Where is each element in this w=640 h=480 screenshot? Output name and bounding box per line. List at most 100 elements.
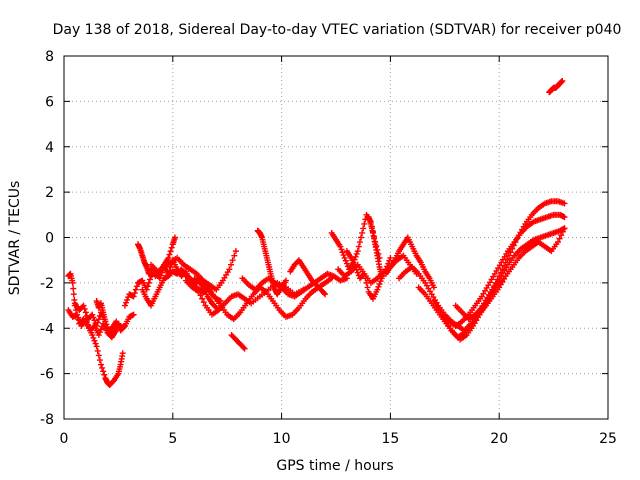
- data-point: [167, 248, 174, 255]
- data-point: [559, 77, 566, 84]
- data-point: [363, 279, 370, 286]
- data-point: [81, 305, 88, 312]
- y-axis-label: SDTVAR / TECUs: [7, 181, 23, 296]
- data-point: [97, 326, 104, 333]
- data-point: [430, 284, 437, 291]
- data-point: [387, 254, 394, 261]
- data-point: [94, 347, 101, 354]
- data-point: [228, 261, 235, 268]
- data-point: [361, 270, 368, 277]
- data-point: [376, 281, 383, 288]
- y-tick-label: -8: [40, 412, 54, 428]
- y-tick-label: 2: [45, 185, 54, 201]
- data-point: [226, 266, 233, 273]
- data-point: [171, 234, 178, 241]
- y-tick-label: 6: [45, 94, 54, 110]
- x-tick-label: 20: [490, 431, 508, 447]
- data-point: [197, 292, 204, 299]
- data-point: [321, 290, 328, 297]
- data-point: [91, 337, 98, 344]
- data-point: [353, 250, 360, 257]
- data-point: [343, 260, 350, 267]
- data-point: [338, 246, 345, 253]
- data-point: [559, 228, 566, 235]
- data-point: [360, 225, 367, 232]
- series-pass-11: [228, 332, 248, 352]
- chart-title: Day 138 of 2018, Sidereal Day-to-day VTE…: [53, 22, 622, 38]
- data-point: [130, 311, 137, 318]
- data-point: [94, 319, 101, 326]
- y-tick-label: 8: [45, 49, 54, 65]
- data-point: [282, 277, 289, 284]
- data-point: [93, 322, 100, 329]
- data-point: [90, 314, 97, 321]
- x-axis-label: GPS time / hours: [276, 458, 393, 474]
- data-point: [340, 252, 347, 259]
- series-pass-9: [182, 277, 307, 318]
- data-point: [97, 361, 104, 368]
- data-point: [89, 311, 96, 318]
- data-point: [358, 234, 365, 241]
- data-point: [507, 249, 514, 256]
- data-point: [195, 288, 202, 295]
- data-point: [76, 317, 83, 324]
- data-point: [95, 316, 102, 323]
- series-pass-25: [470, 225, 568, 323]
- series-pass-19: [383, 234, 437, 291]
- data-point: [96, 329, 103, 336]
- data-point: [69, 279, 76, 286]
- data-point: [89, 332, 96, 339]
- data-point: [124, 296, 131, 303]
- series-pass-26: [546, 77, 566, 96]
- y-tick-label: -2: [40, 276, 54, 292]
- data-point: [352, 263, 359, 270]
- y-tick-label: -4: [40, 321, 54, 337]
- data-point: [231, 252, 238, 259]
- data-point: [121, 302, 128, 309]
- series-pass-17: [343, 248, 394, 302]
- data-point: [92, 340, 99, 347]
- y-tick-label: 4: [45, 140, 54, 156]
- data-point: [166, 251, 173, 258]
- data-point: [561, 214, 568, 221]
- data-point: [561, 225, 568, 232]
- series-pass-23: [439, 211, 568, 329]
- data-point: [364, 284, 371, 291]
- data-point: [212, 303, 219, 310]
- data-point: [558, 232, 565, 239]
- data-point: [83, 319, 90, 326]
- data-point: [362, 275, 369, 282]
- series-pass-10: [191, 275, 335, 323]
- data-point: [123, 299, 130, 306]
- data-point: [168, 244, 175, 251]
- data-point: [144, 283, 151, 290]
- data-point: [84, 321, 91, 328]
- data-point: [119, 350, 126, 357]
- data-point: [375, 283, 382, 290]
- data-point: [90, 334, 97, 341]
- data-point: [386, 257, 393, 264]
- axis-ticks: 0 5 10 15 20 25 -8 -6 -4 -2 0 2 4 6 8: [40, 49, 617, 447]
- x-tick-label: 0: [60, 431, 69, 447]
- data-point: [200, 299, 207, 306]
- data-point: [165, 254, 172, 261]
- data-point: [91, 317, 98, 324]
- data-point: [70, 285, 77, 292]
- data-point: [354, 248, 361, 255]
- data-point: [101, 371, 108, 378]
- data-point: [361, 220, 368, 227]
- data-point: [95, 352, 102, 359]
- data-point: [93, 343, 100, 350]
- x-tick-label: 5: [168, 431, 177, 447]
- data-point: [70, 291, 77, 298]
- y-tick-label: -6: [40, 367, 54, 383]
- data-point: [322, 291, 329, 298]
- x-tick-label: 25: [599, 431, 617, 447]
- series-pass-4: [93, 298, 137, 341]
- data-point: [241, 345, 248, 352]
- data-point: [354, 269, 361, 276]
- x-tick-label: 15: [381, 431, 399, 447]
- data-point: [356, 239, 363, 246]
- data-point: [232, 248, 239, 255]
